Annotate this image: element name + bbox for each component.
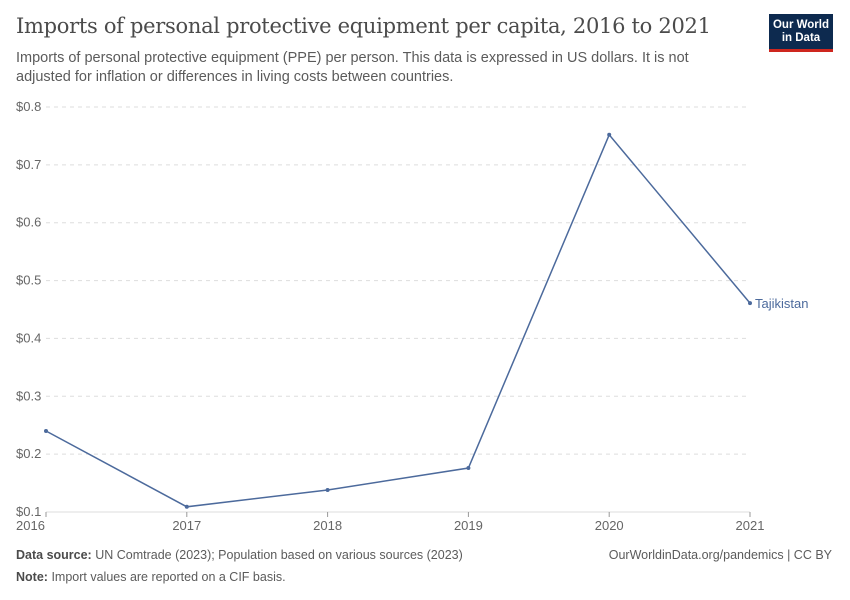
note-label: Note: — [16, 570, 48, 584]
data-source: Data source: UN Comtrade (2023); Populat… — [16, 548, 463, 562]
note-text: Import values are reported on a CIF basi… — [51, 570, 286, 584]
source-label: Data source: — [16, 548, 92, 562]
chart-subtitle: Imports of personal protective equipment… — [16, 50, 689, 85]
series-label: Tajikistan — [755, 296, 808, 311]
x-tick-label: 2021 — [736, 518, 765, 533]
note: Note: Import values are reported on a CI… — [16, 570, 286, 584]
credit-link[interactable]: OurWorldinData.org/pandemics | CC BY — [608, 548, 832, 562]
x-tick-label: 2020 — [595, 518, 624, 533]
logo-line-1: Our World — [772, 19, 829, 31]
x-tick-label: 2017 — [172, 518, 201, 533]
data-point — [325, 488, 330, 493]
x-tick-label: 2018 — [313, 518, 342, 533]
y-tick-label: $0.7 — [16, 157, 41, 172]
y-tick-label: $0.1 — [16, 504, 41, 519]
owid-logo[interactable]: Our World in Data — [769, 14, 833, 52]
y-tick-label: $0.2 — [16, 446, 41, 461]
y-tick-label: $0.8 — [16, 99, 41, 114]
source-text: UN Comtrade (2023); Population based on … — [95, 548, 463, 562]
chart-title: Imports of personal protective equipment… — [16, 14, 711, 38]
series-line — [45, 133, 751, 508]
y-tick-label: $0.5 — [16, 273, 41, 288]
data-point — [44, 429, 48, 433]
data-point — [607, 132, 612, 137]
y-tick-label: $0.4 — [16, 330, 41, 345]
data-point — [748, 301, 752, 306]
data-point — [466, 466, 471, 471]
logo-line-2: in Data — [781, 32, 821, 44]
y-tick-label: $0.6 — [16, 215, 41, 230]
x-tick-label: 2019 — [454, 518, 483, 533]
y-tick-label: $0.3 — [16, 388, 41, 403]
data-point — [184, 504, 189, 509]
x-tick-label: 2016 — [16, 518, 45, 533]
